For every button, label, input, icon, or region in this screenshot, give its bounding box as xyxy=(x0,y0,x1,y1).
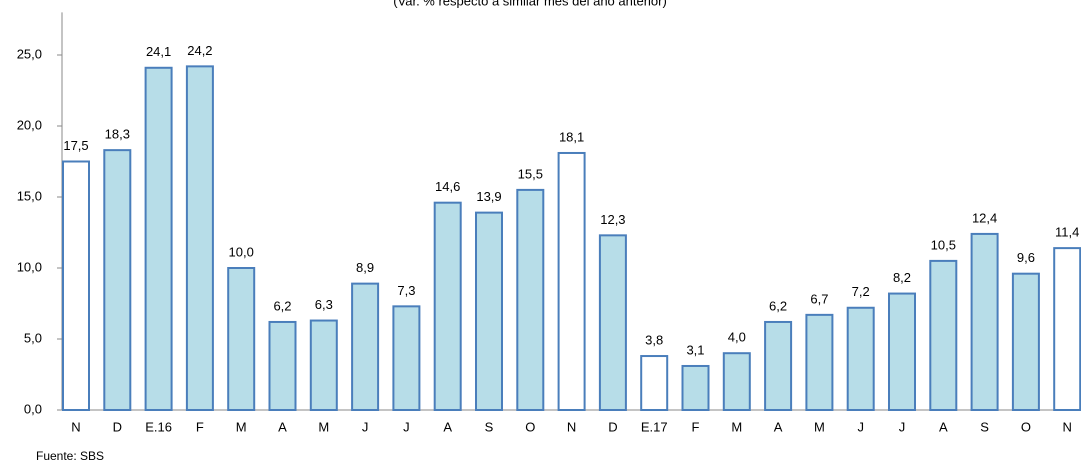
bar xyxy=(309,319,338,412)
value-label: 12,3 xyxy=(600,212,625,227)
bar xyxy=(351,282,380,411)
value-label: 18,3 xyxy=(105,127,130,142)
chart-subtitle: (Var. % respecto a similar mes del año a… xyxy=(393,0,667,8)
x-tick-label: J xyxy=(403,419,410,434)
value-label: 10,0 xyxy=(229,244,254,259)
bar xyxy=(681,364,710,412)
x-tick-label: M xyxy=(318,419,329,434)
source-note: Fuente: SBS xyxy=(36,449,104,463)
value-label: 24,1 xyxy=(146,44,171,59)
x-tick-label: J xyxy=(362,419,369,434)
value-label: 10,5 xyxy=(931,237,956,252)
value-label: 6,2 xyxy=(769,298,787,313)
bar xyxy=(970,232,999,411)
bar xyxy=(557,151,586,411)
x-tick-label: A xyxy=(939,419,948,434)
bar xyxy=(805,313,834,411)
y-tick-label: 25,0 xyxy=(17,46,42,61)
x-tick-label: A xyxy=(443,419,452,434)
value-label: 3,8 xyxy=(645,332,663,347)
value-label: 4,0 xyxy=(728,330,746,345)
value-label: 6,2 xyxy=(273,298,291,313)
bar xyxy=(268,320,297,411)
bar xyxy=(888,292,916,411)
x-tick-label: M xyxy=(731,419,742,434)
x-tick-label: N xyxy=(1063,419,1072,434)
bar xyxy=(475,211,503,411)
y-tick-label: 20,0 xyxy=(17,117,42,132)
value-label: 8,2 xyxy=(893,270,911,285)
x-tick-label: A xyxy=(278,419,287,434)
y-tick-label: 0,0 xyxy=(24,401,42,416)
x-tick-label: N xyxy=(567,419,576,434)
bar xyxy=(1053,247,1081,411)
y-tick-label: 5,0 xyxy=(24,330,42,345)
bar xyxy=(1011,272,1040,411)
bar xyxy=(640,355,669,412)
bar xyxy=(103,149,132,411)
bar xyxy=(846,306,875,412)
value-label: 8,9 xyxy=(356,260,374,275)
x-tick-label: S xyxy=(980,419,989,434)
value-label: 7,2 xyxy=(852,284,870,299)
bar xyxy=(144,66,173,411)
value-label: 18,1 xyxy=(559,129,584,144)
bar xyxy=(516,188,545,411)
x-tick-label: N xyxy=(71,419,80,434)
value-label: 17,5 xyxy=(63,138,88,153)
bar xyxy=(227,267,256,411)
x-tick-label: O xyxy=(1021,419,1031,434)
bar xyxy=(764,320,793,411)
value-label: 13,9 xyxy=(476,189,501,204)
bar xyxy=(62,160,90,411)
value-label: 11,4 xyxy=(1055,225,1079,240)
x-tick-label: M xyxy=(814,419,825,434)
x-tick-label: O xyxy=(525,419,535,434)
bar xyxy=(392,305,421,411)
y-tick-label: 10,0 xyxy=(17,259,42,274)
bar xyxy=(722,352,751,412)
y-tick-label: 15,0 xyxy=(17,188,42,203)
x-tick-label: D xyxy=(113,419,122,434)
bar xyxy=(929,259,958,411)
value-label: 15,5 xyxy=(518,166,543,181)
value-label: 9,6 xyxy=(1017,250,1035,265)
value-label: 14,6 xyxy=(435,179,460,194)
value-label: 3,1 xyxy=(686,342,704,357)
x-tick-label: D xyxy=(608,419,617,434)
bar xyxy=(185,65,214,412)
value-label: 6,7 xyxy=(810,291,828,306)
x-tick-label: M xyxy=(236,419,247,434)
value-label: 6,3 xyxy=(315,297,333,312)
bar xyxy=(433,201,462,411)
x-tick-label: J xyxy=(899,419,906,434)
value-label: 7,3 xyxy=(397,283,415,298)
value-label: 24,2 xyxy=(187,43,212,58)
x-tick-label: F xyxy=(196,419,204,434)
x-tick-label: E.17 xyxy=(641,419,668,434)
value-label: 12,4 xyxy=(972,210,997,225)
x-tick-label: F xyxy=(692,419,700,434)
bar xyxy=(598,234,627,411)
x-tick-label: J xyxy=(857,419,864,434)
x-tick-label: A xyxy=(774,419,783,434)
x-tick-label: S xyxy=(485,419,494,434)
x-tick-label: E.16 xyxy=(145,419,172,434)
